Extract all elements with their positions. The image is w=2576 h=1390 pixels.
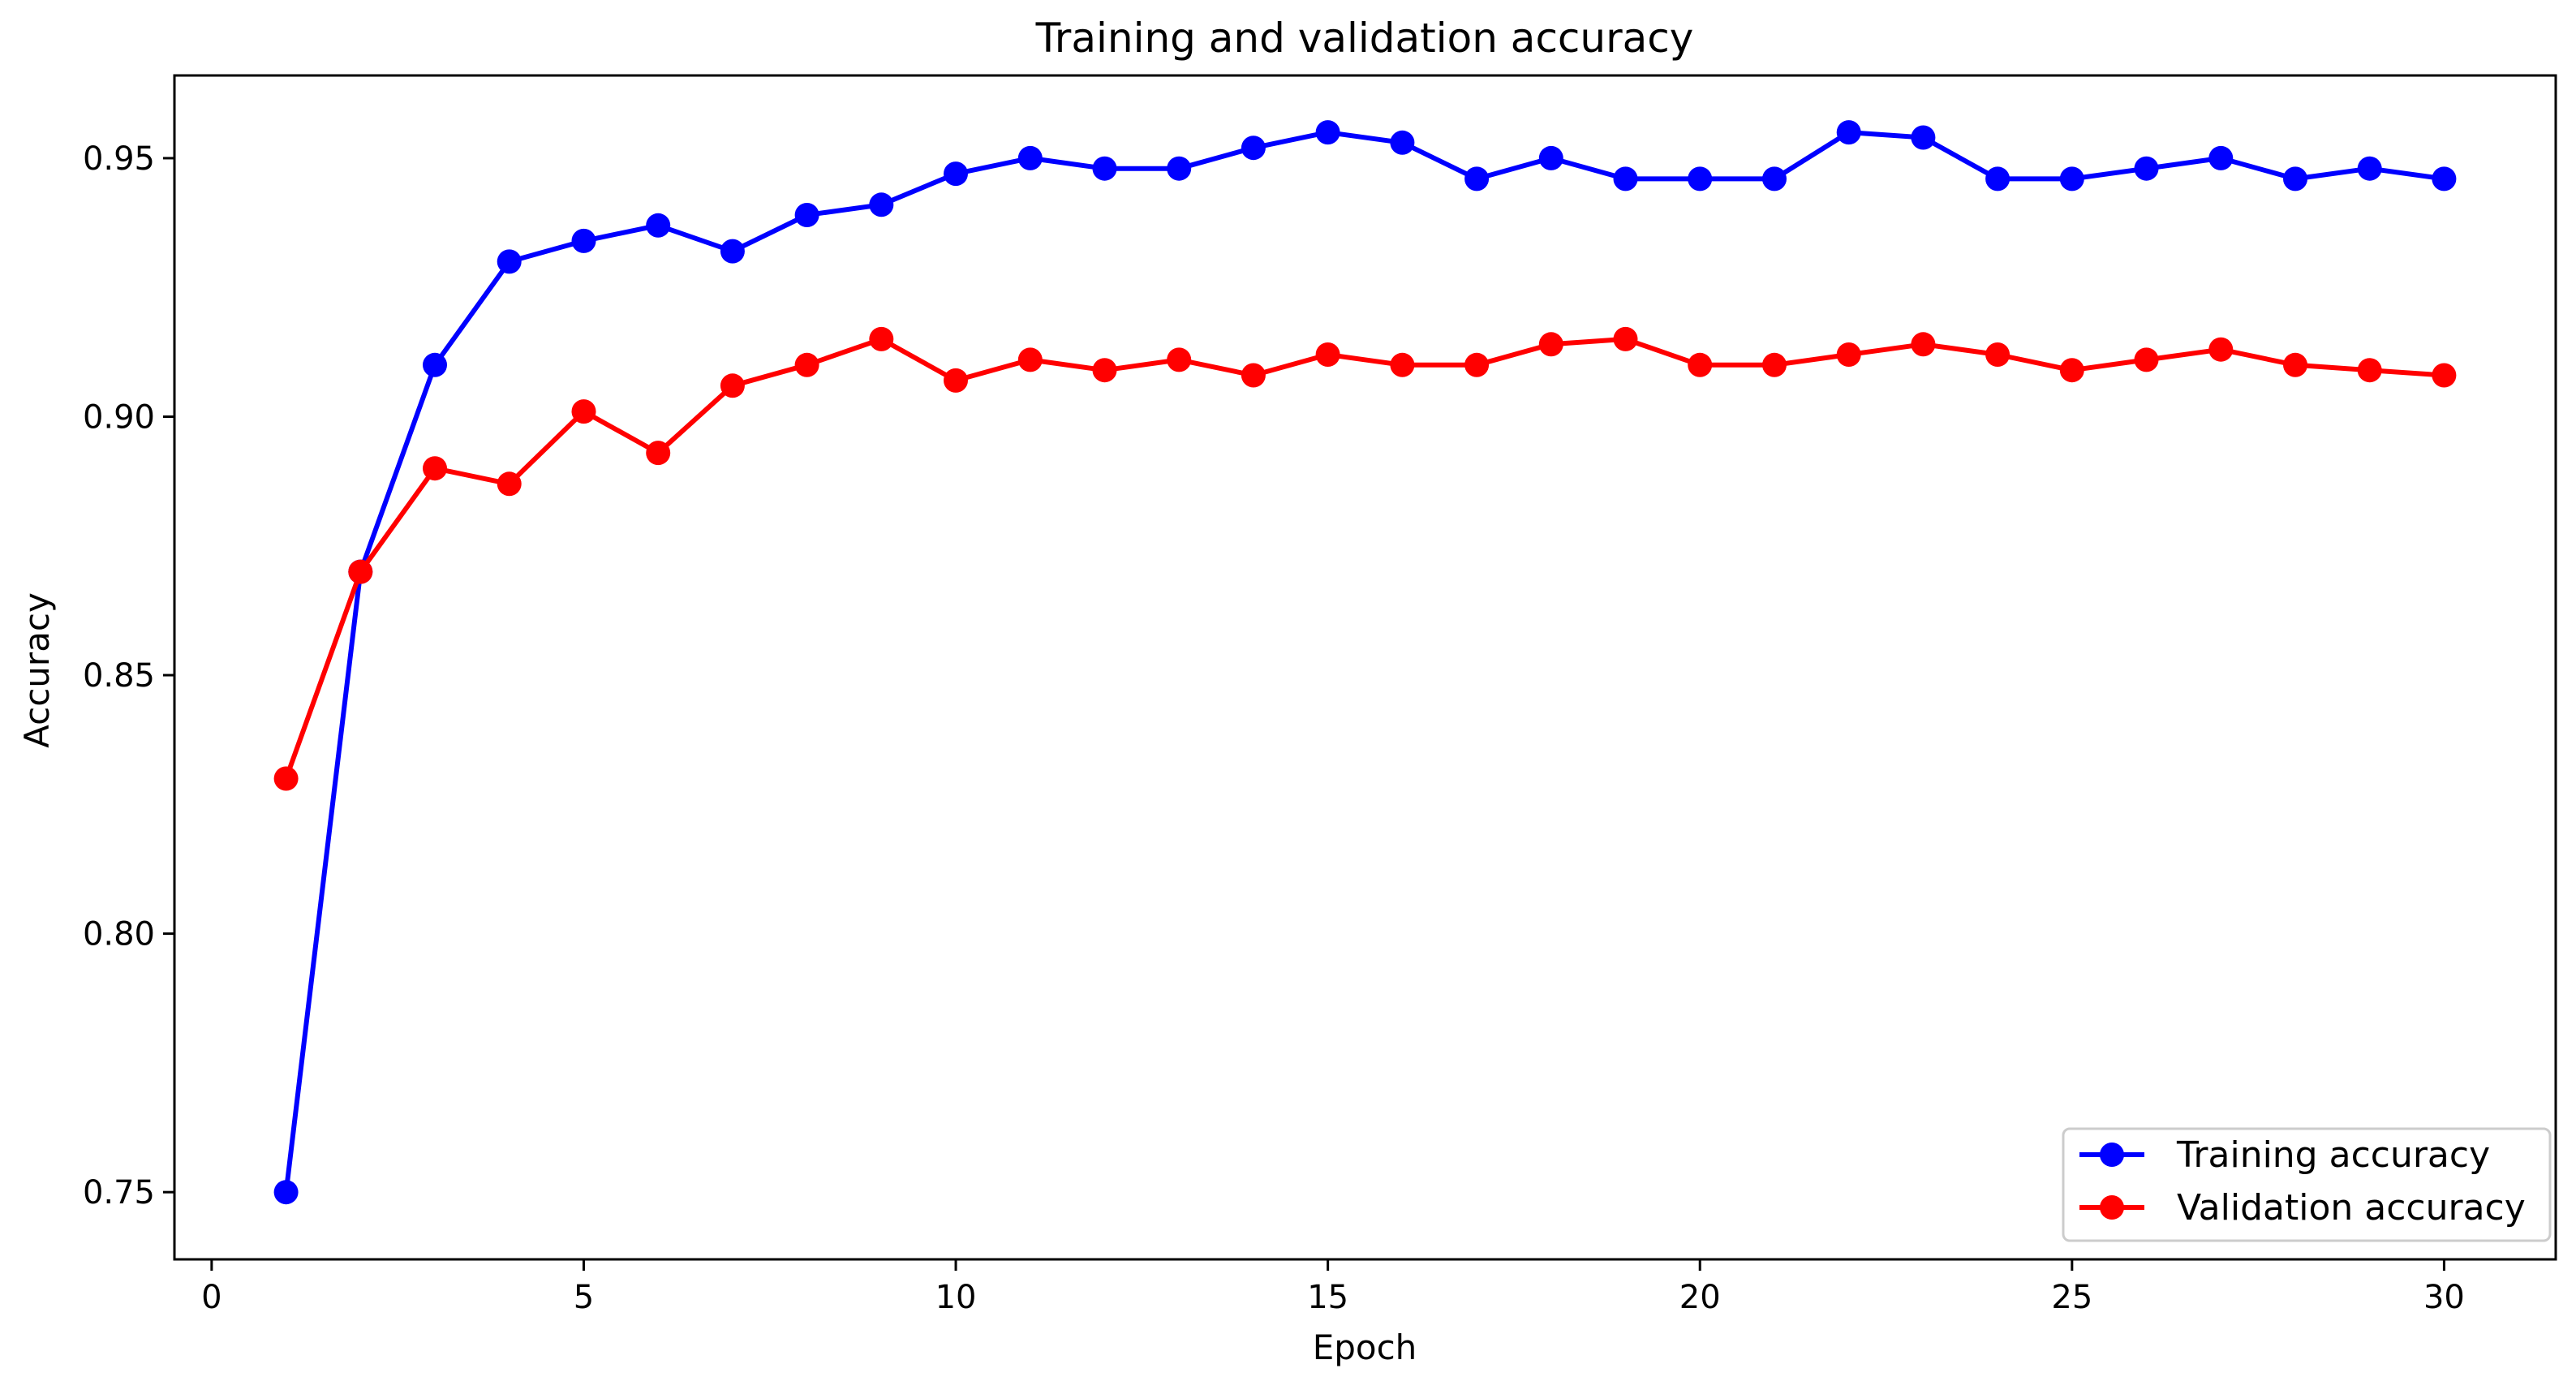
y-tick-label: 0.85 [83,657,155,695]
validation-accuracy-point [720,373,745,398]
validation-accuracy-point [348,559,373,584]
validation-accuracy-point [497,471,522,497]
training-accuracy-point [1315,120,1340,145]
training-accuracy-point [2357,156,2382,181]
y-tick-label: 0.90 [83,398,155,436]
training-accuracy-point [1167,156,1192,181]
y-tick-label: 0.75 [83,1174,155,1211]
validation-accuracy-point [1464,352,1490,377]
validation-accuracy-point [423,456,447,481]
plot-frame [173,74,2557,1261]
legend-validation-label: Validation accuracy [2177,1187,2526,1229]
training-accuracy-point [1092,156,1117,181]
validation-accuracy-point [1167,347,1192,372]
x-tick-label: 25 [2051,1279,2092,1316]
legend: Training accuracy Validation accuracy [2062,1127,2552,1242]
y-tick-label: 0.95 [83,140,155,178]
validation-accuracy-point [1762,352,1787,377]
training-accuracy-point [423,352,447,377]
x-axis-title: Epoch [1313,1328,1417,1367]
x-tick-label: 0 [201,1279,221,1316]
training-accuracy-line [283,130,2445,1193]
training-accuracy-point [944,161,968,187]
training-accuracy-point [720,239,745,264]
training-accuracy-point [273,1180,299,1205]
legend-box [2062,1127,2552,1242]
training-accuracy-point [1464,166,1490,192]
y-axis-title: Accuracy [17,592,57,748]
chart-title: Training and validation accuracy [1035,15,1694,62]
validation-accuracy-point [1092,358,1117,383]
validation-accuracy-point [1836,342,1861,367]
x-tick-label: 5 [574,1279,594,1316]
legend-training-marker [2100,1143,2124,1167]
training-accuracy-point [2283,166,2307,192]
validation-accuracy-point [869,326,894,351]
training-accuracy-point [1241,136,1266,161]
training-accuracy-point [1911,125,1936,150]
training-accuracy-point [2059,166,2084,192]
series-layer [273,120,2457,1205]
validation-accuracy-point [1688,352,1713,377]
validation-accuracy-point [1613,326,1638,351]
training-accuracy-point [1836,120,1861,145]
validation-accuracy-point [2432,363,2457,388]
training-accuracy-point [1985,166,2010,192]
training-accuracy-point [1538,145,1563,170]
validation-accuracy-point [1985,342,2010,367]
validation-accuracy-line [283,336,2445,780]
training-accuracy-point [1017,145,1043,170]
validation-accuracy-point [794,352,819,377]
x-tick-label: 10 [935,1279,977,1316]
x-tick-label: 30 [2423,1279,2465,1316]
training-accuracy-point [1390,130,1415,155]
x-tick-label: 20 [1679,1279,1721,1316]
validation-accuracy-point [2059,358,2084,383]
validation-accuracy-point [1241,363,1266,388]
training-accuracy-point [646,213,671,238]
validation-accuracy-point [273,766,299,791]
validation-accuracy-point [2208,337,2234,362]
validation-accuracy-point [571,399,596,424]
validation-accuracy-point [2283,352,2307,377]
training-accuracy-point [571,228,596,253]
validation-accuracy-point [1315,342,1340,367]
legend-validation-marker [2100,1195,2124,1220]
training-accuracy-point [869,192,894,217]
training-accuracy-point [1613,166,1638,192]
training-accuracy-point [1762,166,1787,192]
validation-accuracy-point [1017,347,1043,372]
training-accuracy-point [1688,166,1713,192]
training-accuracy-point [2432,166,2457,192]
training-accuracy-point [794,203,819,227]
validation-accuracy-point [2357,358,2382,383]
validation-accuracy-point [2134,347,2159,372]
training-accuracy-point [497,249,522,274]
validation-accuracy-point [944,368,968,393]
validation-accuracy-point [1911,332,1936,357]
validation-accuracy-point [1390,352,1415,377]
training-accuracy-point [2208,145,2234,170]
validation-accuracy-point [1538,332,1563,357]
training-accuracy-point [2134,156,2159,181]
validation-accuracy-point [646,441,671,466]
axes-layer: 0 5 10 15 20 25 30 0.75 0.80 0.85 0.90 0.95 [83,74,2557,1316]
x-tick-label: 15 [1307,1279,1348,1316]
y-tick-label: 0.80 [83,916,155,953]
legend-training-label: Training accuracy [2176,1134,2490,1176]
